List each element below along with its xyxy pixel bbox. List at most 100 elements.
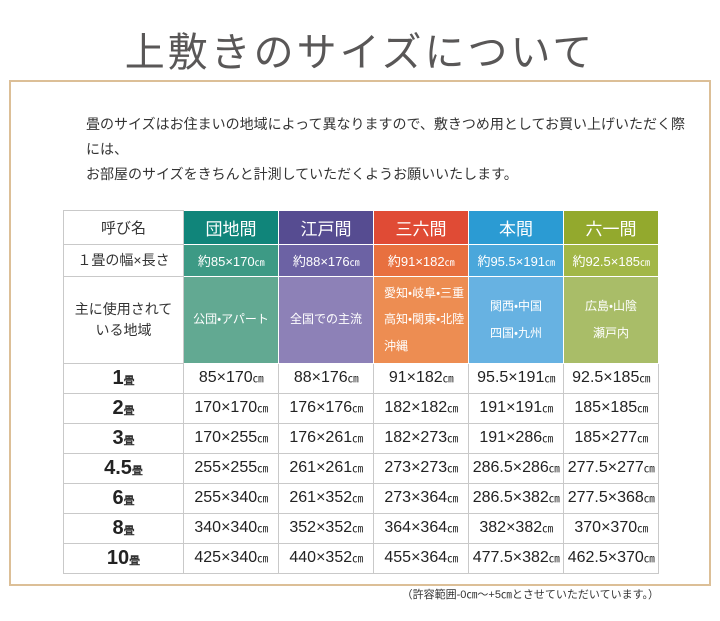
tatami-unit: 畳 bbox=[123, 434, 135, 447]
column-header-1: 団地間 bbox=[183, 209, 279, 245]
size-value-cell: 191×191㎝ bbox=[468, 392, 564, 424]
table-row: 6畳 255×340㎝ 261×352㎝ 273×364㎝ 286.5×382㎝ 277.… bbox=[63, 482, 659, 514]
size-value-cell: 370×370㎝ bbox=[563, 512, 659, 544]
size-row-label: 10畳 bbox=[63, 542, 184, 574]
size-row-label: 2畳 bbox=[63, 392, 184, 424]
unit-cm: ㎝ bbox=[637, 403, 648, 416]
unit-cm: ㎝ bbox=[347, 373, 359, 386]
unit-cm: ㎝ bbox=[447, 493, 458, 506]
unit-cm: ㎝ bbox=[252, 373, 264, 386]
column-header-2: 江戸間 bbox=[278, 209, 374, 245]
unit-cm: ㎝ bbox=[548, 553, 560, 566]
region-row-label: 主に使用されて いる地域 bbox=[63, 275, 184, 364]
table-header-row: 呼び名 団地間 江戸間 三六間 本間 六一間 bbox=[63, 209, 659, 245]
width-cell-4: 約95.5×191㎝ bbox=[468, 243, 564, 277]
intro-line-1: 畳のサイズはお住まいの地域によって異なりますので、敷きつめ用としてお買い上げいた… bbox=[86, 116, 686, 158]
footnote: （許容範囲-0㎝～+5㎝とさせていただいています。） bbox=[401, 588, 659, 601]
size-value-cell: 95.5×191㎝ bbox=[468, 362, 564, 394]
size-value-cell: 182×273㎝ bbox=[373, 422, 469, 454]
unit-cm: ㎝ bbox=[544, 373, 555, 386]
size-table: 呼び名 団地間 江戸間 三六間 本間 六一間 １畳の幅×長さ 約85×170㎝ 約88×1… bbox=[63, 209, 659, 574]
size-value-cell: 170×255㎝ bbox=[183, 422, 279, 454]
unit-cm: ㎝ bbox=[352, 523, 363, 536]
unit-cm: ㎝ bbox=[257, 403, 268, 416]
size-value-cell: 364×364㎝ bbox=[373, 512, 469, 544]
table-row: 2畳 170×170㎝ 176×176㎝ 182×182㎝ 191×191㎝ 185×18… bbox=[63, 392, 659, 424]
unit-cm: ㎝ bbox=[257, 433, 268, 446]
unit-cm: ㎝ bbox=[545, 257, 555, 269]
size-value-cell: 185×185㎝ bbox=[563, 392, 659, 424]
tatami-unit: 畳 bbox=[123, 374, 135, 387]
width-cell-2: 約88×176㎝ bbox=[278, 243, 374, 277]
unit-cm: ㎝ bbox=[643, 553, 655, 566]
width-row: １畳の幅×長さ 約85×170㎝ 約88×176㎝ 約91×182㎝ 約95.5×19… bbox=[63, 243, 659, 277]
corner-header: 呼び名 bbox=[63, 209, 184, 245]
unit-cm: ㎝ bbox=[257, 493, 268, 506]
unit-cm: ㎝ bbox=[254, 257, 265, 269]
size-row-label: 8畳 bbox=[63, 512, 184, 544]
table-head-rows: 呼び名 団地間 江戸間 三六間 本間 六一間 １畳の幅×長さ 約85×170㎝ 約88×1… bbox=[63, 209, 659, 364]
width-cell-1: 約85×170㎝ bbox=[183, 243, 279, 277]
unit-cm: ㎝ bbox=[352, 403, 363, 416]
unit-cm: ㎝ bbox=[257, 523, 268, 536]
intro-text: 畳のサイズはお住まいの地域によって異なりますので、敷きつめ用としてお買い上げいた… bbox=[86, 112, 689, 188]
unit-cm: ㎝ bbox=[639, 373, 650, 386]
unit-cm: ㎝ bbox=[257, 463, 268, 476]
unit-cm: ㎝ bbox=[442, 373, 454, 386]
unit-cm: ㎝ bbox=[542, 403, 553, 416]
size-value-cell: 273×273㎝ bbox=[373, 452, 469, 484]
table-row: 8畳 340×340㎝ 352×352㎝ 364×364㎝ 382×382㎝ 370×37… bbox=[63, 512, 659, 544]
size-value-cell: 440×352㎝ bbox=[278, 542, 374, 574]
unit-cm: ㎝ bbox=[349, 257, 360, 269]
size-rows-body: 1畳 85×170㎝ 88×176㎝ 91×182㎝ 95.5×191㎝ 92.5×185… bbox=[63, 362, 659, 574]
table-row: 1畳 85×170㎝ 88×176㎝ 91×182㎝ 95.5×191㎝ 92.5×185… bbox=[63, 362, 659, 394]
size-value-cell: 170×170㎝ bbox=[183, 392, 279, 424]
tatami-unit: 畳 bbox=[131, 464, 143, 477]
table-row: 10畳 425×340㎝ 440×352㎝ 455×364㎝ 477.5×382㎝ 462… bbox=[63, 542, 659, 574]
width-cell-5: 約92.5×185㎝ bbox=[563, 243, 659, 277]
intro-line-2: お部屋のサイズをきちんと計測していただくようお願いいたします。 bbox=[86, 166, 518, 183]
unit-cm: ㎝ bbox=[548, 463, 560, 476]
unit-cm: ㎝ bbox=[447, 553, 458, 566]
unit-cm: ㎝ bbox=[542, 523, 553, 536]
size-row-label: 4.5畳 bbox=[63, 452, 184, 484]
tatami-unit: 畳 bbox=[129, 554, 141, 567]
size-value-cell: 261×261㎝ bbox=[278, 452, 374, 484]
size-value-cell: 286.5×382㎝ bbox=[468, 482, 564, 514]
size-value-cell: 340×340㎝ bbox=[183, 512, 279, 544]
region-cell-4: 関西・中国 四国・九州 bbox=[468, 275, 564, 364]
region-cell-3: 愛知・岐阜・三重 高知・関東・北陸 沖縄 bbox=[373, 275, 469, 364]
unit-cm: ㎝ bbox=[447, 433, 458, 446]
size-row-label: 3畳 bbox=[63, 422, 184, 454]
region-cell-5: 広島・山陰 瀬戸内 bbox=[563, 275, 659, 364]
region-cell-2: 全国での主流 bbox=[278, 275, 374, 364]
unit-cm: ㎝ bbox=[352, 553, 363, 566]
unit-cm: ㎝ bbox=[640, 257, 650, 269]
size-value-cell: 273×364㎝ bbox=[373, 482, 469, 514]
unit-cm: ㎝ bbox=[548, 493, 560, 506]
size-row-label: 6畳 bbox=[63, 482, 184, 514]
size-value-cell: 286.5×286㎝ bbox=[468, 452, 564, 484]
unit-cm: ㎝ bbox=[352, 463, 363, 476]
size-value-cell: 191×286㎝ bbox=[468, 422, 564, 454]
width-row-label: １畳の幅×長さ bbox=[63, 243, 184, 277]
region-cell-1: 公団・アパート bbox=[183, 275, 279, 364]
column-header-4: 本間 bbox=[468, 209, 564, 245]
size-value-cell: 255×340㎝ bbox=[183, 482, 279, 514]
unit-cm: ㎝ bbox=[257, 553, 268, 566]
table-row: 3畳 170×255㎝ 176×261㎝ 182×273㎝ 191×286㎝ 185×27… bbox=[63, 422, 659, 454]
table-row: 4.5畳 255×255㎝ 261×261㎝ 273×273㎝ 286.5×286㎝ 27… bbox=[63, 452, 659, 484]
size-value-cell: 277.5×368㎝ bbox=[563, 482, 659, 514]
width-cell-3: 約91×182㎝ bbox=[373, 243, 469, 277]
tatami-unit: 畳 bbox=[123, 524, 135, 537]
size-value-cell: 182×182㎝ bbox=[373, 392, 469, 424]
unit-cm: ㎝ bbox=[637, 433, 648, 446]
unit-cm: ㎝ bbox=[447, 463, 458, 476]
size-value-cell: 176×176㎝ bbox=[278, 392, 374, 424]
unit-cm: ㎝ bbox=[352, 433, 363, 446]
size-value-cell: 92.5×185㎝ bbox=[563, 362, 659, 394]
unit-cm: ㎝ bbox=[447, 523, 458, 536]
page-title: 上敷きのサイズについて bbox=[124, 30, 596, 76]
unit-cm: ㎝ bbox=[447, 403, 458, 416]
unit-cm: ㎝ bbox=[637, 523, 648, 536]
